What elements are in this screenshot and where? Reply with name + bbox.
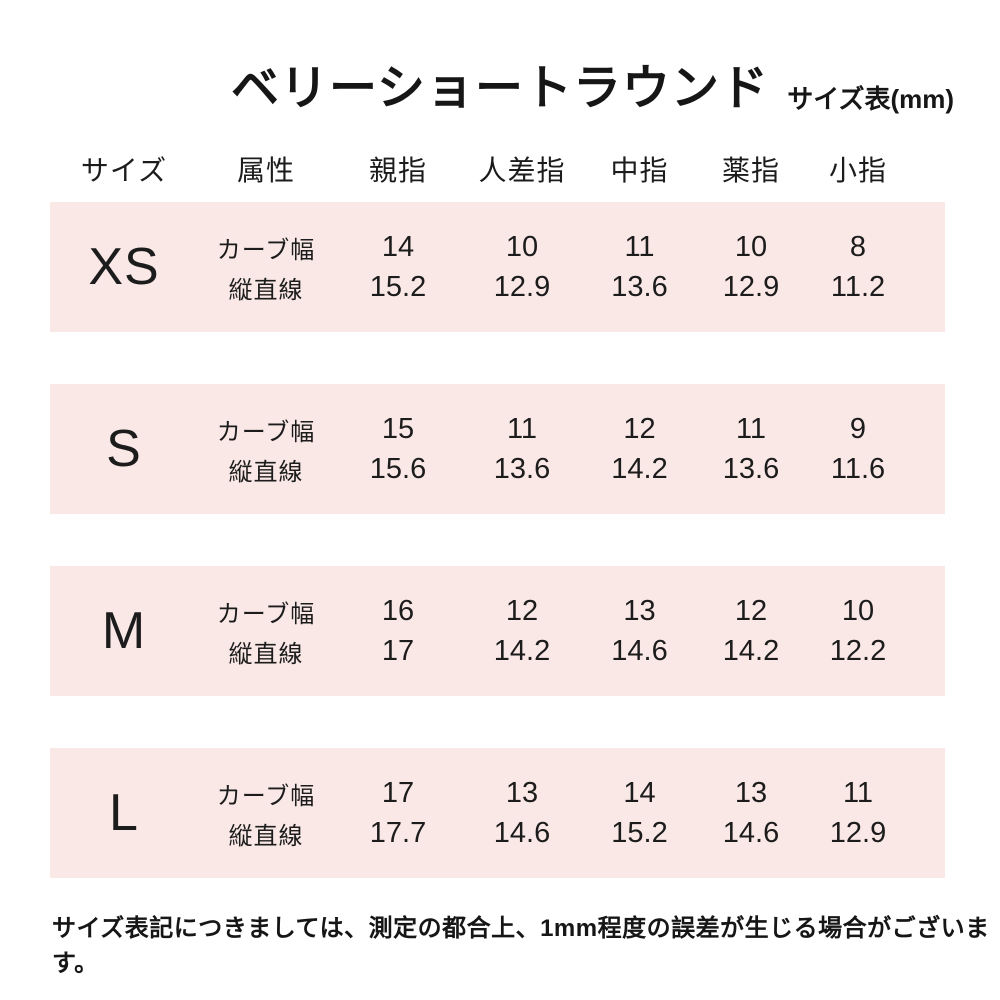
value-curve-ring: 10 — [734, 230, 768, 263]
size-label: S — [106, 420, 142, 478]
value-curve-index: 10 — [505, 230, 539, 263]
value-vertical-ring: 12.9 — [722, 270, 780, 303]
value-vertical-middle: 14.6 — [611, 634, 668, 667]
column-header-index-finger: 人差指 — [478, 155, 566, 186]
value-vertical-thumb: 15.2 — [369, 270, 427, 303]
value-vertical-index: 14.6 — [493, 816, 551, 849]
value-curve-ring: 12 — [734, 594, 768, 627]
value-curve-thumb: 15 — [381, 412, 415, 445]
value-curve-ring: 13 — [734, 776, 768, 809]
value-curve-index: 12 — [505, 594, 539, 627]
value-vertical-ring: 13.6 — [722, 452, 780, 485]
attribute-label-vertical-line: 縦直線 — [228, 276, 304, 304]
value-vertical-little: 11.6 — [830, 452, 886, 485]
size-band-s: S カーブ幅 15 11 12 11 9 縦直線 15.6 13.6 14.2 … — [50, 384, 945, 514]
value-curve-index: 13 — [505, 776, 539, 809]
column-header-attribute: 属性 — [236, 155, 295, 186]
size-chart-page: ベリーショートラウンド サイズ表(mm) サイズ 属性 親指 人差指 中指 薬指… — [0, 56, 1000, 1000]
value-curve-thumb: 17 — [381, 776, 415, 809]
value-vertical-middle: 15.2 — [611, 816, 668, 849]
value-curve-little: 10 — [841, 594, 875, 627]
unit-label: サイズ表(mm) — [787, 84, 954, 114]
size-band-xs: XS カーブ幅 14 10 11 10 8 縦直線 15.2 12.9 13.6… — [50, 202, 945, 332]
size-tolerance-note: サイズ表記につきましては、測定の都合上、1mm程度の誤差が生じる場合がございます… — [52, 915, 990, 977]
value-vertical-ring: 14.6 — [722, 816, 780, 849]
column-header-ring-finger: 薬指 — [721, 155, 780, 186]
page-title: ベリーショートラウンド — [230, 62, 770, 115]
size-label: M — [101, 602, 147, 660]
value-curve-little: 8 — [849, 230, 867, 263]
value-curve-middle: 14 — [623, 776, 656, 809]
value-vertical-thumb: 15.6 — [369, 452, 427, 485]
header: ベリーショートラウンド サイズ表(mm) — [0, 56, 1000, 118]
value-vertical-middle: 13.6 — [611, 270, 668, 303]
value-curve-index: 11 — [506, 412, 538, 445]
value-vertical-little: 12.2 — [829, 634, 887, 667]
value-vertical-little: 11.2 — [830, 270, 886, 303]
attribute-label-vertical-line: 縦直線 — [228, 640, 304, 668]
value-vertical-index: 14.2 — [493, 634, 551, 667]
value-vertical-index: 12.9 — [493, 270, 551, 303]
attribute-label-curve-width: カーブ幅 — [216, 600, 316, 628]
attribute-label-curve-width: カーブ幅 — [216, 236, 316, 264]
value-vertical-index: 13.6 — [493, 452, 551, 485]
attribute-label-vertical-line: 縦直線 — [228, 822, 304, 850]
column-header-little-finger: 小指 — [828, 155, 887, 186]
attribute-label-curve-width: カーブ幅 — [216, 418, 316, 446]
value-curve-middle: 13 — [623, 594, 656, 627]
value-curve-thumb: 14 — [381, 230, 415, 263]
table-header-row: サイズ 属性 親指 人差指 中指 薬指 小指 — [50, 148, 945, 190]
size-label: XS — [88, 238, 160, 296]
column-header-middle-finger: 中指 — [610, 155, 669, 186]
value-curve-little: 9 — [849, 412, 867, 445]
value-vertical-thumb: 17 — [381, 634, 415, 667]
size-band-l: L カーブ幅 17 13 14 13 11 縦直線 17.7 14.6 15.2… — [50, 748, 945, 878]
value-curve-middle: 12 — [623, 412, 656, 445]
value-vertical-thumb: 17.7 — [369, 816, 427, 849]
size-label: L — [109, 784, 139, 842]
column-header-thumb: 親指 — [368, 155, 427, 186]
value-curve-little: 11 — [842, 776, 874, 809]
value-curve-thumb: 16 — [381, 594, 415, 627]
value-curve-middle: 11 — [624, 230, 655, 263]
size-band-m: M カーブ幅 16 12 13 12 10 縦直線 17 14.2 14.6 1… — [50, 566, 945, 696]
value-vertical-ring: 14.2 — [722, 634, 780, 667]
value-curve-ring: 11 — [735, 412, 767, 445]
value-vertical-little: 12.9 — [829, 816, 887, 849]
attribute-label-curve-width: カーブ幅 — [216, 782, 316, 810]
value-vertical-middle: 14.2 — [611, 452, 668, 485]
column-header-size: サイズ — [80, 155, 168, 186]
attribute-label-vertical-line: 縦直線 — [228, 458, 304, 486]
